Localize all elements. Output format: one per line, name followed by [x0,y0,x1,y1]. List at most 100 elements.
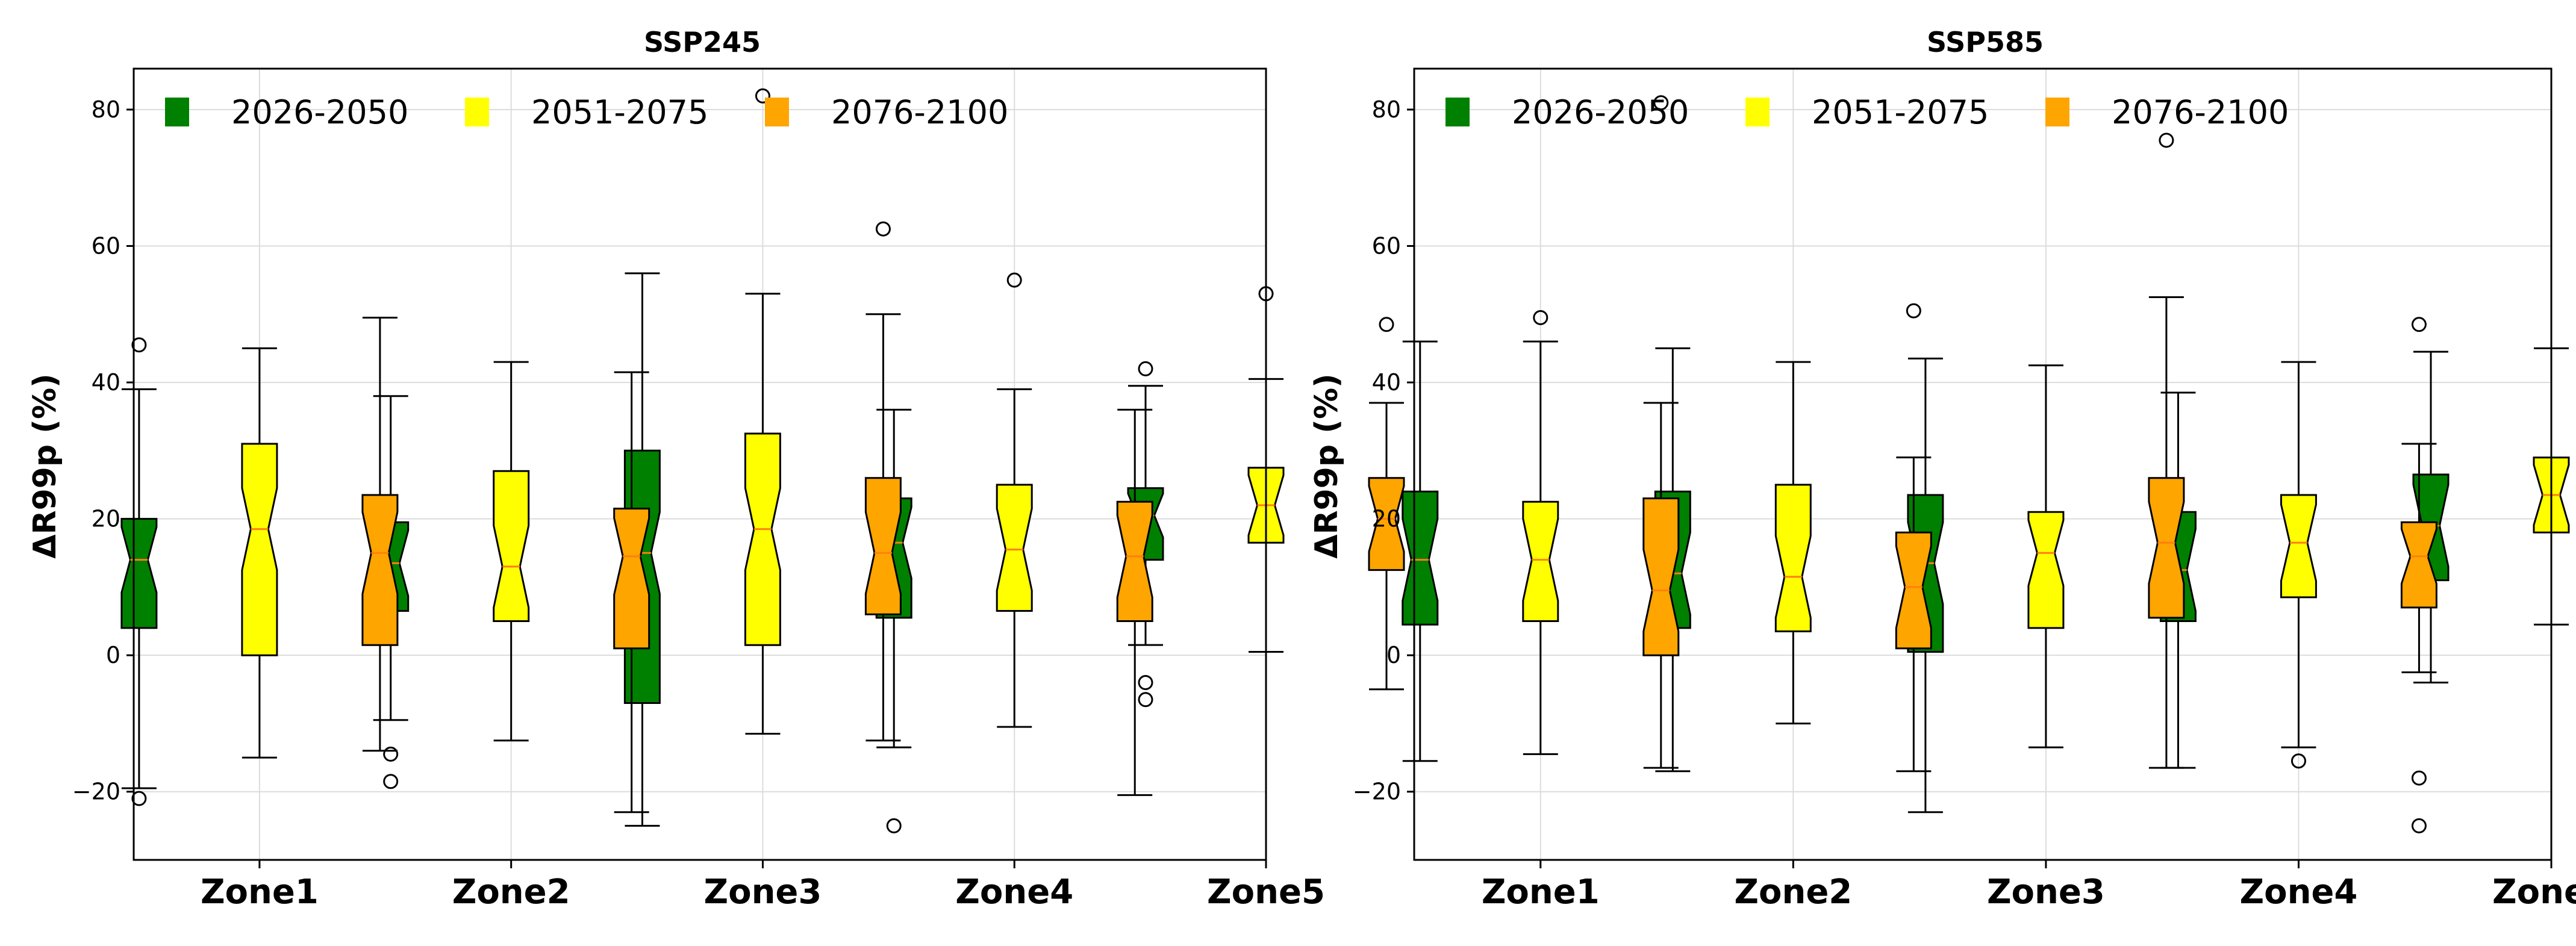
ssp245-outlier-0 [383,746,399,762]
ssp245-ytick-label-3: 40 [92,369,120,396]
ssp245-xtick-label-2: Zone3 [703,873,822,912]
ssp585-outlier-0 [1533,310,1548,325]
ssp245-box-body [996,484,1033,612]
ssp585-outlier-0 [2291,753,2306,769]
ssp585-y-axis-label: ΔR99p (%) [1309,373,1345,559]
ssp585-axes-frame [1413,67,2553,861]
ssp245-ytick-label-4: 60 [92,233,120,260]
ssp245-box-body [120,518,158,629]
ssp585-outlier-1 [2411,770,2427,786]
ssp585-box-body [1774,484,1812,632]
ssp245-axes-frame [133,67,1267,861]
ssp245-legend-label-2: 2076-2100 [831,93,1008,131]
ssp245-box-2-2 [864,221,902,742]
ssp585-xtick-label-4: Zone5 [2492,873,2576,912]
ssp585-box-1-1 [1774,361,1812,724]
ssp245-box-body [613,508,650,650]
ssp245-outlier-0 [1379,317,1394,332]
ssp585-legend-swatch-1 [1745,98,1770,126]
ssp585-ytick-label-3: 40 [1372,369,1401,396]
ssp585-legend-swatch-2 [2045,98,2069,126]
ssp245-legend-swatch-1 [465,98,489,126]
ssp245-box-3-0 [875,408,912,833]
ssp245-outlier-0 [755,88,770,104]
ssp245-legend-item-1: 2051-2075 [465,93,708,131]
ssp585-box-body [2148,477,2185,619]
ssp585-ytick-label-2: 20 [1372,506,1401,532]
ssp245-outlier-1 [383,774,399,789]
ssp245-xtick-label-4: Zone5 [1207,873,1325,912]
ssp585-box-0-1 [1522,310,1559,755]
ssp245-box-body [1116,500,1153,622]
ssp585-title: SSP585 [1927,26,2044,58]
ssp585-outlier-2 [2411,818,2427,833]
ssp585-box-body [2027,511,2065,629]
ssp245-ytick-label-1: 0 [106,642,120,668]
ssp245-xtick-label-0: Zone1 [201,873,319,912]
ssp245-ytick-label-0: −20 [72,779,120,805]
ssp245-outlier-1 [131,791,147,806]
ssp585-outlier-0 [1906,303,1921,319]
ssp585-box-body [1895,531,1932,650]
ssp245-legend-swatch-2 [765,98,789,126]
ssp245-box-0-0 [120,337,158,806]
ssp245-box-body [1368,477,1405,571]
ssp585-box-2-2 [2148,132,2185,769]
ssp585-ytick-label-4: 60 [1372,233,1401,260]
ssp245-box-body [744,432,781,646]
ssp585-xtick-label-2: Zone3 [1987,873,2105,912]
ssp585-legend-label-0: 2026-2050 [1512,93,1689,131]
ssp585-legend-label-2: 2076-2100 [2112,93,2289,131]
ssp245-box-1-2 [613,371,650,814]
ssp585-box-body [1642,497,1680,656]
ssp245-y-axis-label: ΔR99p (%) [27,373,63,559]
ssp245-legend-label-1: 2051-2075 [531,93,708,131]
ssp245-panel: SSP245 ΔR99p (%) −20 0 20 40 60 80 Zone1 Zone2 Z… [27,26,1405,912]
ssp585-box-body [2400,521,2437,609]
ssp245-box-0-1 [241,347,278,759]
ssp245-box-body [241,443,278,656]
ssp245-outlier-0 [1138,361,1153,376]
ssp585-outlier-0 [2159,132,2174,148]
ssp245-outlier-0 [1006,272,1022,288]
ssp585-xtick-label-1: Zone2 [1734,873,1852,912]
ssp245-ytick-label-2: 20 [92,506,120,532]
ssp245-legend-item-2: 2076-2100 [765,93,1008,131]
ssp585-box-2-1 [2027,364,2065,748]
ssp585-legend-item-2: 2076-2100 [2045,93,2289,131]
ssp245-ytick-label-5: 80 [92,96,120,123]
ssp585-legend-item-1: 2051-2075 [1745,93,1989,131]
ssp585-legend-label-1: 2051-2075 [1812,93,1989,131]
ssp245-box-0-2 [361,316,399,752]
ssp585-panel: SSP585 ΔR99p (%) −20 0 20 40 60 80 Zone1 Zone2 Z… [1309,26,2576,912]
ssp245-xtick-label-3: Zone4 [955,873,1073,912]
ssp585-box-body [1522,500,1559,622]
ssp585-outlier-0 [2411,317,2427,332]
ssp585-xtick-label-3: Zone4 [2239,873,2357,912]
ssp585-legend-swatch-0 [1445,98,1470,126]
ssp585-legend-item-0: 2026-2050 [1445,93,1689,131]
ssp245-box-1-1 [493,361,530,742]
ssp245-outlier-2 [1138,692,1153,708]
ssp245-legend-item-0: 2026-2050 [165,93,408,131]
ssp585-box-0-0 [1402,340,1439,762]
ssp245-outlier-0 [875,221,891,237]
ssp585-outlier-0 [1653,95,1669,111]
ssp245-box-body [864,477,902,615]
ssp585-ytick-label-5: 80 [1372,96,1401,123]
ssp585-box-0-2 [1642,95,1680,769]
ssp585-box-3-2 [2400,317,2437,833]
ssp585-box-body [2280,494,2317,599]
ssp245-box-body [361,494,399,646]
ssp245-legend-label-0: 2026-2050 [231,93,408,131]
ssp585-xtick-label-0: Zone1 [1482,873,1600,912]
ssp585-ytick-label-0: −20 [1353,779,1401,805]
ssp585-ytick-label-1: 0 [1386,642,1401,668]
ssp585-box-3-1 [2280,361,2317,769]
ssp245-box-4-2 [1368,317,1405,691]
ssp585-box-1-2 [1895,303,1932,773]
ssp245-outlier-0 [886,818,902,833]
ssp245-xtick-label-1: Zone2 [452,873,570,912]
ssp245-title: SSP245 [644,26,761,58]
